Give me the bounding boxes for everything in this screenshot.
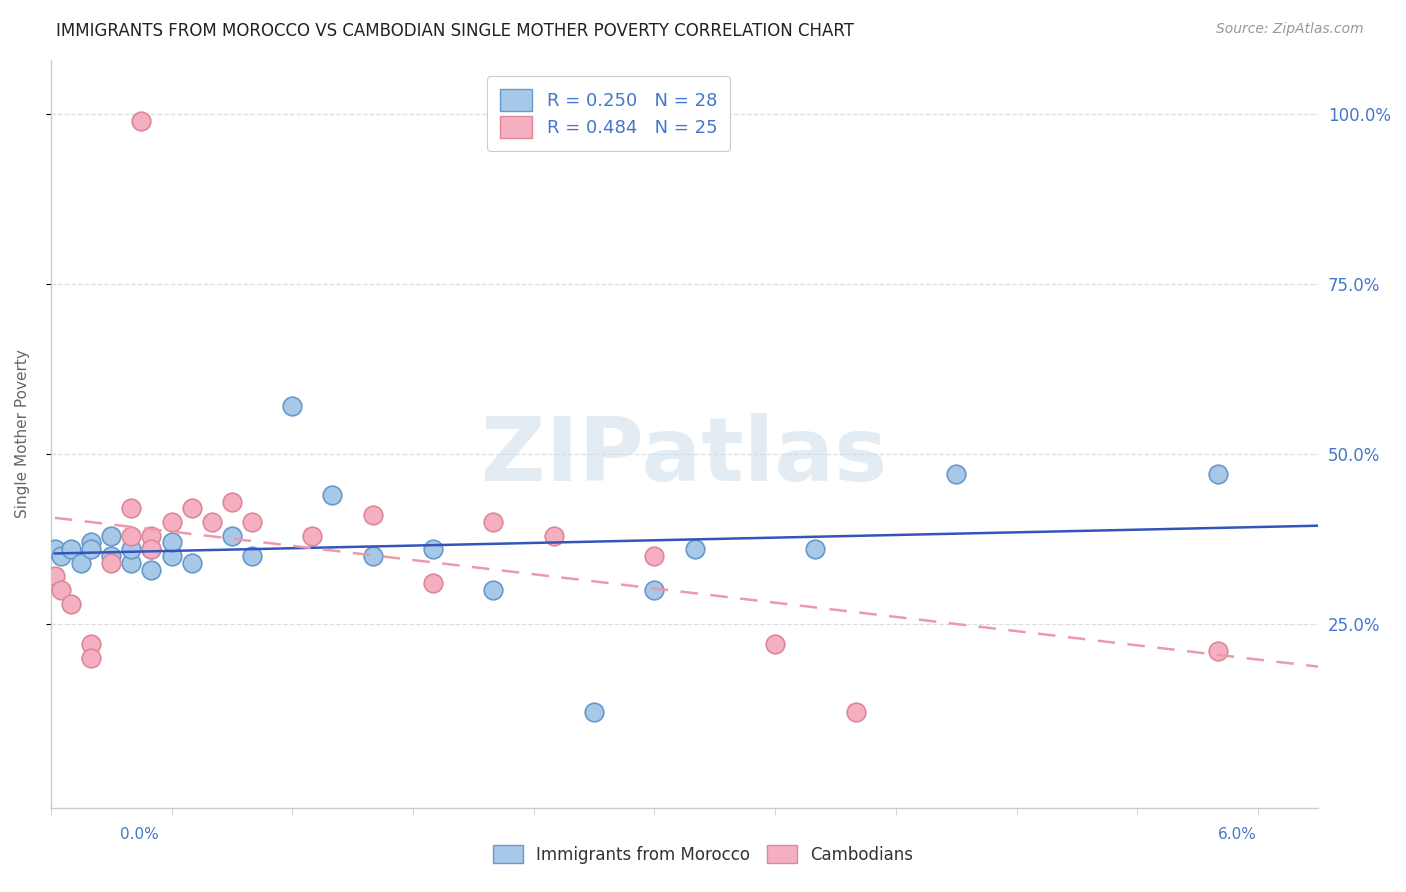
Point <box>422 576 444 591</box>
Point <box>281 400 304 414</box>
Point <box>763 637 786 651</box>
Text: ZIPatlas: ZIPatlas <box>481 412 887 500</box>
Point <box>141 542 163 557</box>
Point <box>160 515 183 529</box>
Point <box>945 467 967 482</box>
Point <box>221 494 243 508</box>
Point <box>160 549 183 563</box>
Point <box>44 542 66 557</box>
Point <box>80 535 103 549</box>
Y-axis label: Single Mother Poverty: Single Mother Poverty <box>15 349 30 518</box>
Point <box>683 542 706 557</box>
Point <box>845 706 868 720</box>
Point <box>49 549 72 563</box>
Point <box>180 501 202 516</box>
Point <box>221 528 243 542</box>
Text: Source: ZipAtlas.com: Source: ZipAtlas.com <box>1216 22 1364 37</box>
Point <box>482 582 505 597</box>
Point <box>201 515 224 529</box>
Point <box>100 556 122 570</box>
Point <box>160 535 183 549</box>
Point <box>1206 467 1229 482</box>
Point <box>643 582 665 597</box>
Point <box>543 528 565 542</box>
Point <box>240 515 263 529</box>
Legend: Immigrants from Morocco, Cambodians: Immigrants from Morocco, Cambodians <box>486 838 920 871</box>
Point <box>1206 644 1229 658</box>
Point <box>59 597 82 611</box>
Point <box>141 542 163 557</box>
Point <box>120 542 142 557</box>
Point <box>120 528 142 542</box>
Point <box>482 515 505 529</box>
Point <box>582 706 605 720</box>
Point <box>321 488 343 502</box>
Point <box>59 542 82 557</box>
Point <box>240 549 263 563</box>
Point <box>70 556 93 570</box>
Text: 0.0%: 0.0% <box>120 827 159 841</box>
Text: IMMIGRANTS FROM MOROCCO VS CAMBODIAN SINGLE MOTHER POVERTY CORRELATION CHART: IMMIGRANTS FROM MOROCCO VS CAMBODIAN SIN… <box>56 22 855 40</box>
Point <box>120 501 142 516</box>
Point <box>80 651 103 665</box>
Text: 6.0%: 6.0% <box>1218 827 1257 841</box>
Point <box>141 528 163 542</box>
Point <box>120 556 142 570</box>
Point <box>49 582 72 597</box>
Point <box>643 549 665 563</box>
Legend: R = 0.250   N = 28, R = 0.484   N = 25: R = 0.250 N = 28, R = 0.484 N = 25 <box>486 76 730 151</box>
Point <box>301 528 323 542</box>
Point <box>100 528 122 542</box>
Point <box>141 563 163 577</box>
Point <box>804 542 827 557</box>
Point <box>44 569 66 583</box>
Point <box>80 542 103 557</box>
Point <box>361 549 384 563</box>
Point <box>100 549 122 563</box>
Point <box>361 508 384 523</box>
Point <box>80 637 103 651</box>
Point <box>422 542 444 557</box>
Point <box>180 556 202 570</box>
Point <box>131 113 153 128</box>
